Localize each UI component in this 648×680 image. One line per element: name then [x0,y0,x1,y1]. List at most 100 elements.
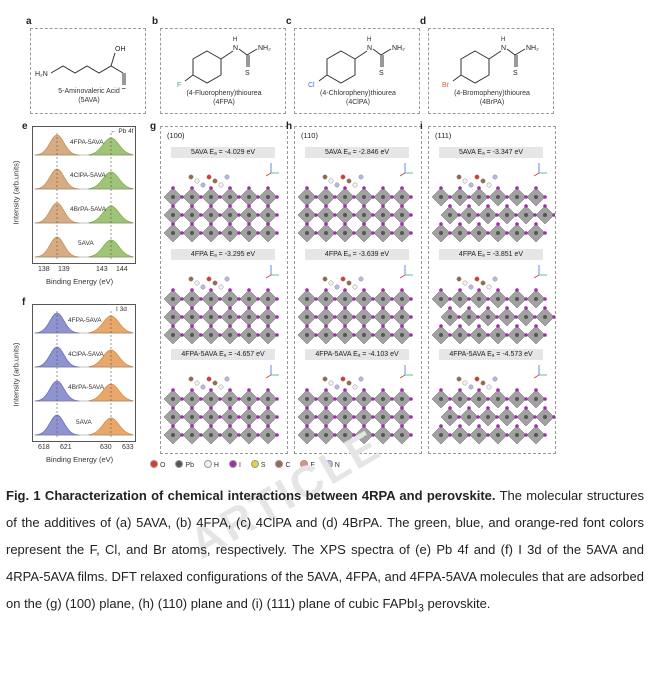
iodine-atom [266,204,270,208]
molecule-atom [194,380,200,386]
pb-atom [362,333,366,337]
pb-atom [439,231,443,235]
iodine-atom [324,222,328,226]
pb-atom [171,231,175,235]
iodine-atom [190,306,194,310]
iodine-atom [496,288,500,292]
pb-atom [362,231,366,235]
pb-atom [247,333,251,337]
pb-atom [228,195,232,199]
molecule-atom [340,276,346,282]
iodine-atom [458,424,462,428]
iodine-atom [275,231,279,235]
pb-atom [400,315,404,319]
pb-atom [190,397,194,401]
iodine-atom [228,324,232,328]
pb-atom [400,231,404,235]
pb-atom [505,213,509,217]
molecule-atom [334,284,340,290]
iodine-atom [171,424,175,428]
xps-f-tick-2: 621 [60,444,72,451]
iodine-atom [505,195,509,199]
iodine-atom [237,433,241,437]
xps-f-xlabel: Binding Energy (eV) [46,455,114,464]
iodine-atom [218,397,222,401]
iodine-atom [333,231,337,235]
iodine-atom [505,397,509,401]
pb-atom [324,231,328,235]
iodine-atom [228,406,232,410]
pb-atom [543,213,547,217]
iodine-atom [247,324,251,328]
iodine-atom [180,415,184,419]
pb-atom [171,213,175,217]
iodine-atom [352,213,356,217]
molecule-name-d: (4-Bromopheny)thiourea (4BrPA) [454,90,530,106]
iodine-atom [199,433,203,437]
iodine-atom [237,415,241,419]
xps-f-spectra [34,311,134,439]
pb-atom [209,297,213,301]
pb-atom [458,397,462,401]
pb-atom [324,213,328,217]
xps-e-tick-1: 138 [38,266,50,273]
molecule-atom [322,174,328,180]
pb-atom [458,231,462,235]
iodine-atom [333,315,337,319]
pb-atom [400,333,404,337]
iodine-atom [218,415,222,419]
iodine-atom [505,406,509,410]
iodine-atom [534,186,538,190]
molecule-atom [346,178,352,184]
iodine-atom [400,424,404,428]
iodine-atom [515,388,519,392]
iodine-atom [486,195,490,199]
iodine-atom [314,415,318,419]
molecule-atom [480,178,486,184]
iodine-atom [371,195,375,199]
legend-item: N [324,460,340,469]
iodine-atom [390,397,394,401]
iodine-atom [467,333,471,337]
pb-atom [515,297,519,301]
molecule-atom [492,174,498,180]
iodine-atom [514,315,518,319]
panel-label-a: a [26,16,32,27]
iodine-atom [524,433,528,437]
iodine-atom [458,222,462,226]
dft-panel-h: (110) 5AVA Eₐ = -2.846 eV 4FPA Eₐ = -3.6… [294,126,422,454]
molecule-atom [188,376,194,382]
molecule-atom [358,276,364,282]
pb-atom [190,433,194,437]
pb-atom [486,415,490,419]
pb-atom [534,297,538,301]
iodine-atom [515,424,519,428]
iodine-atom [247,306,251,310]
iodine-atom [218,195,222,199]
iodine-atom [486,333,490,337]
xps-e-tick-4: 144 [116,266,128,273]
iodine-atom [228,288,232,292]
molecule-atom [352,284,358,290]
iodine-atom [505,297,509,301]
iodine-atom [524,306,528,310]
iodine-atom [256,397,260,401]
legend-item: I [228,460,241,469]
molecule-atom [486,182,492,188]
iodine-atom [515,186,519,190]
pb-atom [209,433,213,437]
pb-atom [324,297,328,301]
pb-atom [477,333,481,337]
iodine-atom [534,388,538,392]
iodine-atom [362,222,366,226]
iodine-atom [314,315,318,319]
pb-atom [477,297,481,301]
molecule-atom [468,182,474,188]
pb-atom [524,315,528,319]
iodine-atom [409,415,413,419]
dft-panel-i: (111) 5AVA Eₐ = -3.347 eV 4FPA Eₐ = -3.8… [428,126,556,454]
legend-item: F [300,460,315,469]
energy-i-2: 4FPA Eₐ = -3.851 eV [439,249,543,260]
iodine-atom [505,204,509,208]
energy-h-3: 4FPA-5AVA Eₐ = -4.103 eV [305,349,409,360]
